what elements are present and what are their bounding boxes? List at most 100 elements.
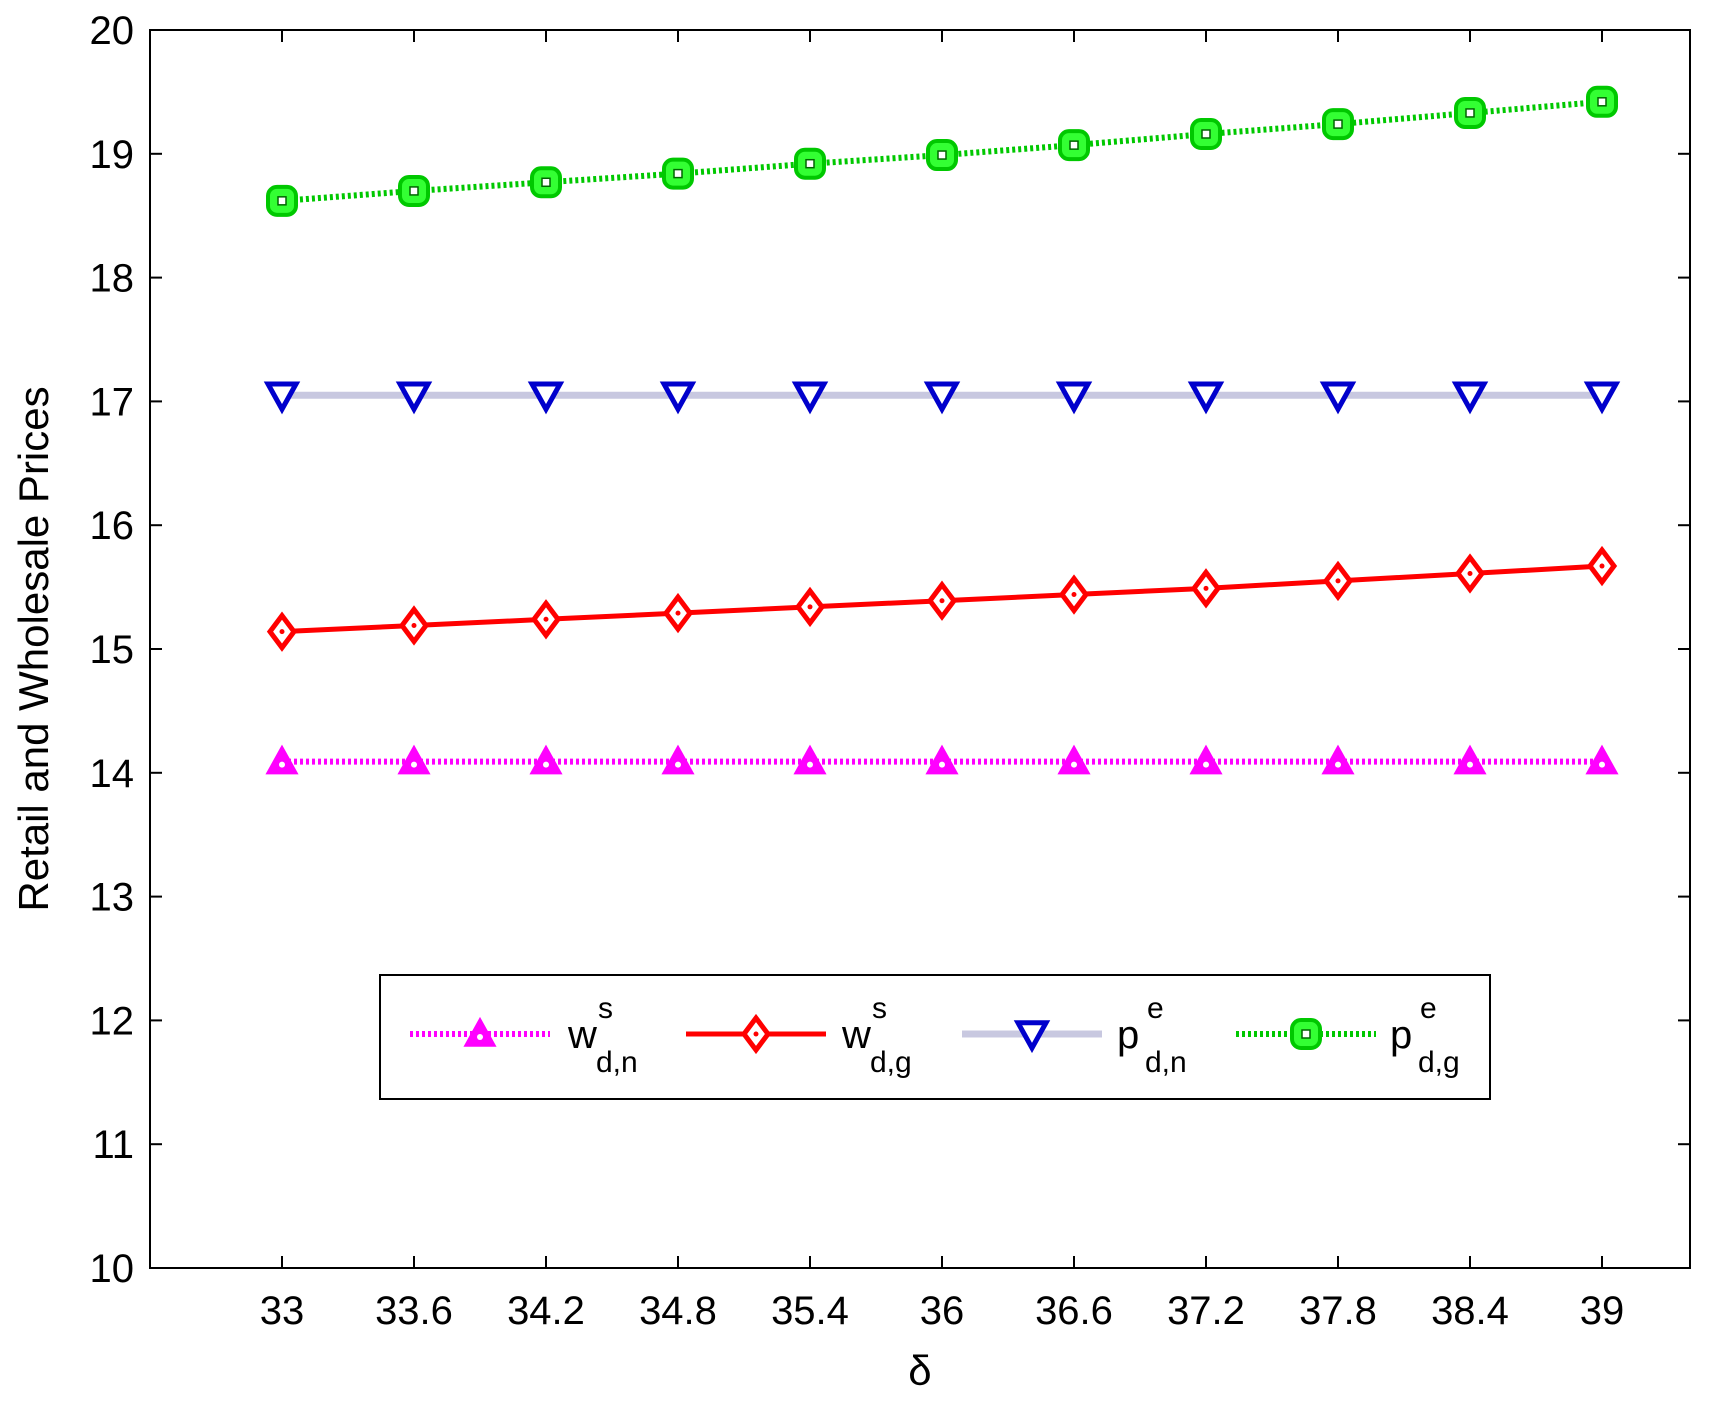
legend-marker-center: [753, 1031, 759, 1037]
x-tick-label: 35.4: [771, 1289, 849, 1333]
legend-label-subscript: d,n: [1145, 1046, 1187, 1079]
data-point-center: [807, 761, 813, 768]
legend-marker-center: [477, 1034, 483, 1040]
legend-label: p: [1390, 1013, 1412, 1057]
x-axis: 33 33.6 34.2 34.8 35.4 36 36.6 37.2 37.8 38.4 39: [260, 30, 1625, 1333]
x-tick-label: 37.8: [1299, 1289, 1377, 1333]
data-point-center: [1071, 761, 1077, 768]
data-point: [397, 744, 431, 775]
series-layer: [263, 85, 1621, 775]
data-point-center: [411, 761, 417, 768]
x-tick-label: 33: [260, 1289, 305, 1333]
x-tick-label: 34.8: [639, 1289, 717, 1333]
legend-label: p: [1117, 1013, 1139, 1057]
legend-label-subscript: d,n: [596, 1046, 638, 1079]
x-tick-label: 36.6: [1035, 1289, 1113, 1333]
data-point-center: [277, 196, 287, 206]
data-point: [793, 744, 827, 775]
y-axis: 10 11 12 13 14 15 16 17 18 19 20: [90, 9, 1690, 1291]
data-point: [1451, 381, 1489, 415]
legend-marker-center: [1301, 1029, 1311, 1039]
data-point-center: [1335, 578, 1341, 584]
data-point: [527, 381, 565, 415]
legend-item: ws d,g: [686, 992, 912, 1079]
data-point-center: [411, 622, 417, 628]
legend-marker: [463, 1016, 497, 1047]
data-point-center: [279, 629, 285, 635]
legend-label-subscript: d,g: [870, 1046, 912, 1079]
data-point: [1321, 744, 1355, 775]
data-point-center: [1203, 585, 1209, 591]
legend-label-superscript: s: [872, 992, 887, 1025]
x-axis-title: δ: [908, 1347, 931, 1394]
data-point-center: [279, 761, 285, 768]
data-point-center: [543, 761, 549, 768]
series-2: [266, 545, 1618, 652]
data-point-center: [1203, 761, 1209, 768]
data-point-center: [939, 598, 945, 604]
data-point-center: [675, 761, 681, 768]
data-point-center: [1465, 108, 1475, 118]
data-point-center: [939, 761, 945, 768]
data-point-center: [1597, 97, 1607, 107]
y-tick-label: 20: [90, 9, 135, 53]
data-point: [659, 381, 697, 415]
legend-label-superscript: e: [1147, 992, 1164, 1025]
data-point: [923, 381, 961, 415]
data-point-center: [1071, 592, 1077, 598]
series-4: [266, 85, 1618, 217]
legend-item: pe d,g: [1236, 992, 1460, 1079]
data-point-center: [937, 150, 947, 160]
y-axis-title: Retail and Wholesale Prices: [10, 386, 57, 911]
x-tick-label: 39: [1580, 1289, 1625, 1333]
y-tick-label: 15: [90, 628, 135, 672]
x-tick-label: 34.2: [507, 1289, 585, 1333]
y-tick-label: 11: [92, 1123, 134, 1167]
data-point-center: [675, 610, 681, 616]
data-point-center: [409, 186, 419, 196]
x-tick-label: 38.4: [1431, 1289, 1509, 1333]
data-point: [263, 381, 301, 415]
y-tick-label: 13: [90, 876, 135, 920]
data-point: [925, 744, 959, 775]
y-tick-label: 14: [90, 752, 135, 796]
data-point-center: [1333, 119, 1343, 129]
data-point-center: [805, 158, 815, 169]
legend-label-superscript: e: [1420, 992, 1437, 1025]
data-point: [791, 381, 829, 415]
legend-box: [379, 974, 1491, 1100]
y-tick-label: 17: [90, 380, 135, 424]
data-point: [661, 744, 695, 775]
legend-item: ws d,n: [410, 992, 638, 1079]
data-point: [1055, 381, 1093, 415]
legend-label-superscript: s: [598, 992, 613, 1025]
data-point-center: [541, 177, 551, 188]
data-point-center: [807, 604, 813, 610]
data-point: [529, 744, 563, 775]
y-tick-label: 19: [90, 133, 135, 177]
legend-label: w: [567, 1013, 597, 1057]
y-tick-label: 10: [90, 1247, 135, 1291]
y-tick-label: 12: [90, 999, 135, 1043]
x-tick-label: 33.6: [375, 1289, 453, 1333]
legend-item: pe d,n: [962, 992, 1187, 1079]
data-point-center: [543, 616, 549, 622]
data-point-center: [673, 168, 683, 179]
legend-marker: [1013, 1020, 1051, 1054]
data-point-center: [1201, 129, 1211, 139]
data-point: [1319, 381, 1357, 415]
legend-label-subscript: d,g: [1418, 1046, 1460, 1079]
y-tick-label: 18: [90, 257, 135, 301]
legend-label: w: [841, 1013, 871, 1057]
data-point: [1583, 381, 1621, 415]
data-point: [265, 744, 299, 775]
x-tick-label: 36: [920, 1289, 965, 1333]
data-point: [1057, 744, 1091, 775]
data-point-center: [1335, 761, 1341, 768]
data-point: [1189, 744, 1223, 775]
data-point-center: [1599, 761, 1605, 768]
series-1: [265, 744, 1619, 775]
x-tick-label: 37.2: [1167, 1289, 1245, 1333]
